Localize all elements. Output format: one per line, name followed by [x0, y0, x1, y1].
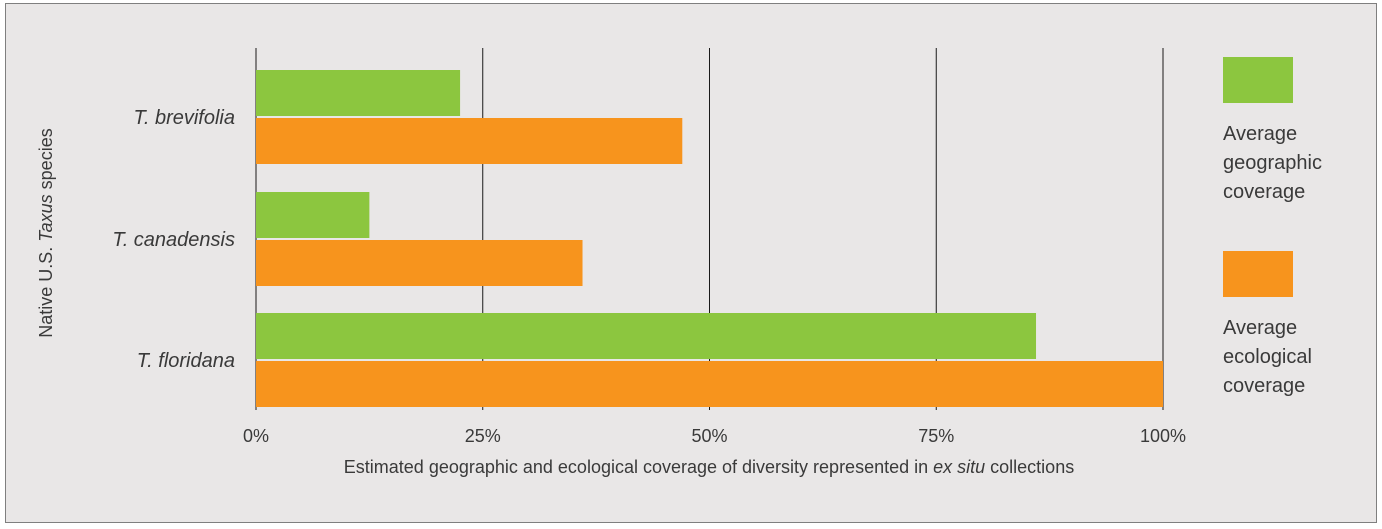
x-tick-label: 25%	[465, 426, 501, 446]
x-tick-labels: 0% 25% 50% 75% 100%	[243, 426, 1186, 446]
x-tick-label: 100%	[1140, 426, 1186, 446]
x-axis-title: Estimated geographic and ecological cove…	[344, 457, 1074, 477]
legend-label: Average	[1223, 123, 1297, 145]
category-label: T. brevifolia	[133, 107, 235, 129]
chart-frame	[5, 3, 1377, 523]
x-tick-label: 50%	[691, 426, 727, 446]
legend-label: coverage	[1223, 375, 1305, 397]
category-label: T. floridana	[137, 350, 235, 372]
bar-ecological-0	[256, 118, 683, 164]
x-tick-label: 75%	[918, 426, 954, 446]
bar-geographic-0	[256, 70, 461, 116]
category-label: T. canadensis	[112, 229, 235, 251]
bar-geographic-2	[256, 313, 1037, 359]
legend-label: ecological	[1223, 346, 1312, 368]
legend: Average geographic coverage Average ecologic…	[1223, 57, 1322, 397]
legend-swatch-1	[1223, 251, 1293, 297]
legend-label: geographic	[1223, 152, 1322, 174]
legend-label: coverage	[1223, 181, 1305, 203]
bars	[256, 70, 1163, 407]
bar-ecological-1	[256, 240, 583, 286]
y-axis-title: Native U.S. Taxus species	[36, 128, 56, 337]
bar-ecological-2	[256, 361, 1163, 407]
legend-label: Average	[1223, 317, 1297, 339]
x-tick-label: 0%	[243, 426, 269, 446]
bar-geographic-1	[256, 192, 370, 238]
legend-swatch-0	[1223, 57, 1293, 103]
category-labels: T. brevifolia T. canadensis T. floridana	[112, 107, 235, 372]
